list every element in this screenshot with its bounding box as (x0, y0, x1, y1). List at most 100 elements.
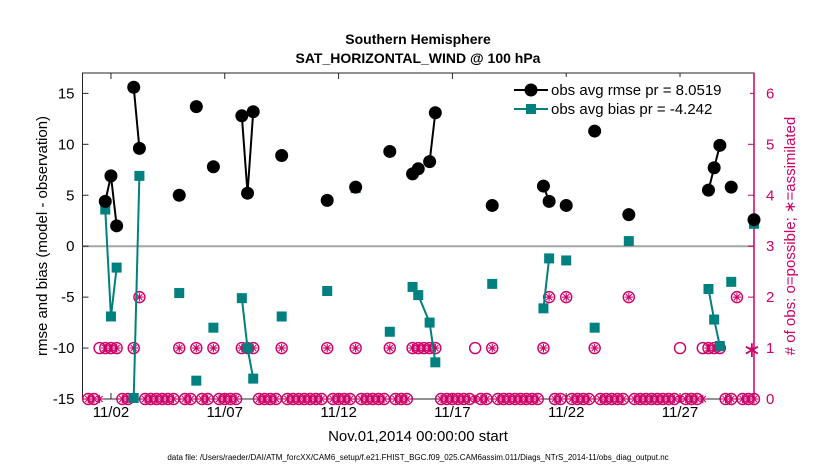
legend-box (510, 77, 750, 123)
obs-possible-marker (537, 341, 550, 355)
obs-assimilated-stroke (409, 344, 416, 352)
obs-assimilated-stroke (477, 395, 485, 403)
rmse-point (559, 198, 573, 212)
rmse-point (423, 155, 437, 169)
x-tick-label: 11/12 (320, 404, 356, 421)
obs-assimilated-marker (635, 394, 645, 404)
obs-assimilated-stroke (306, 395, 314, 403)
obs-assimilated-stroke (653, 395, 661, 403)
y-left-tick-label: -15 (53, 391, 75, 408)
obs-possible-marker (383, 341, 396, 355)
obs-assimilated-stroke (693, 395, 701, 403)
bias-point (544, 253, 555, 264)
obs-assimilated-stroke (266, 395, 274, 403)
obs-assimilated-stroke (454, 395, 462, 403)
obs-assimilated-marker (744, 394, 753, 404)
obs-assimilated-stroke (255, 395, 263, 403)
obs-assimilated-marker (419, 343, 429, 353)
obs-assimilated-stroke (579, 395, 587, 403)
rmse-point (713, 138, 727, 152)
obs-assimilated-stroke (352, 344, 360, 352)
obs-assimilated-stroke (505, 395, 513, 403)
obs-assimilated-marker (584, 394, 594, 404)
obs-assimilated-stroke (283, 395, 291, 403)
obs-assimilated-marker (579, 394, 588, 404)
obs-assimilated-marker (317, 394, 326, 404)
obs-assimilated-marker (140, 394, 150, 404)
obs-assimilated-marker (203, 394, 212, 404)
obs-assimilated-marker (214, 394, 224, 404)
obs-assimilated-stroke (574, 395, 582, 403)
obs-possible-marker (275, 341, 288, 355)
obs-assimilated-marker (436, 394, 446, 404)
obs-assimilated-stroke (614, 395, 621, 403)
obs-possible-marker (190, 341, 203, 355)
obs-assimilated-marker (510, 394, 520, 404)
y-axis-right: 0 1 2 3 4 5 6 (748, 73, 774, 408)
y-axis-left-label: rmse and bias (model - observation) (34, 116, 51, 356)
obs-assimilated-stroke (403, 395, 411, 403)
y-right-tick-label: 1 (766, 340, 774, 357)
obs-assimilated-stroke (101, 344, 109, 352)
obs-assimilated-stroke (397, 395, 405, 403)
y-left-tick-label: -5 (61, 289, 74, 306)
obs-assimilated-marker (562, 292, 571, 302)
obs-assimilated-marker (351, 343, 360, 353)
obs-assimilated-marker (488, 343, 497, 353)
obs-assimilated-stroke (221, 395, 229, 403)
obs-assimilated-stroke (471, 395, 479, 403)
obs-assimilated-marker (573, 394, 582, 404)
bias-point (236, 293, 247, 304)
obs-assimilated-stroke (392, 395, 399, 403)
obs-assimilated-stroke (369, 395, 377, 403)
rmse-point (536, 179, 550, 193)
x-axis-label: Nov.01,2014 00:00:00 start (328, 428, 509, 445)
rmse-point (428, 106, 442, 120)
obs-assimilated-stroke (625, 293, 633, 301)
obs-count-series: ∗ (81, 290, 761, 406)
rmse-point (189, 100, 203, 114)
obs-assimilated-stroke (443, 395, 451, 403)
bias-point (726, 276, 737, 287)
obs-assimilated-stroke (727, 395, 735, 403)
y-left-tick-label: -10 (53, 340, 75, 357)
obs-assimilated-stroke (340, 395, 348, 403)
footnote: data file: /Users/raeder/DAI/ATM_forcXX/… (167, 453, 668, 462)
obs-assimilated-marker (476, 394, 486, 404)
obs-assimilated-stroke (676, 395, 684, 403)
obs-assimilated-stroke (204, 395, 212, 403)
bias-point (174, 288, 185, 299)
obs-possible-marker (622, 290, 636, 304)
obs-assimilated-stroke (380, 395, 388, 403)
obs-assimilated-marker (186, 394, 195, 404)
bias-point (623, 236, 634, 247)
obs-assimilated-marker (533, 394, 542, 404)
rmse-point (411, 162, 425, 176)
bias-point (407, 281, 418, 292)
obs-assimilated-stroke (323, 344, 331, 352)
y-right-tick-label: 4 (766, 187, 774, 204)
y-left-tick-label: 0 (66, 238, 74, 255)
bias-point (709, 314, 720, 325)
obs-possible-marker (468, 341, 482, 355)
obs-assimilated-stroke (744, 395, 752, 403)
obs-assimilated-stroke (215, 395, 223, 403)
obs-assimilated-stroke (363, 395, 371, 403)
rmse-point (241, 186, 255, 200)
rmse-point (172, 188, 186, 202)
obs-possible-marker (320, 341, 334, 355)
obs-assimilated-stroke (540, 344, 547, 352)
rmse-point (707, 161, 721, 175)
obs-possible-marker (349, 341, 362, 355)
obs-assimilated-stroke (118, 395, 126, 403)
rmse-point (485, 198, 499, 212)
obs-assimilated-stroke (209, 344, 217, 352)
obs-assimilated-marker (544, 292, 554, 302)
obs-assimilated-stroke (346, 395, 354, 403)
obs-assimilated-marker (209, 343, 218, 353)
bias-point (589, 322, 600, 333)
rmse-line-segment (428, 112, 437, 162)
obs-assimilated-stroke (278, 344, 286, 352)
obs-possible-marker (730, 290, 744, 304)
obs-assimilated-stroke (158, 395, 166, 403)
